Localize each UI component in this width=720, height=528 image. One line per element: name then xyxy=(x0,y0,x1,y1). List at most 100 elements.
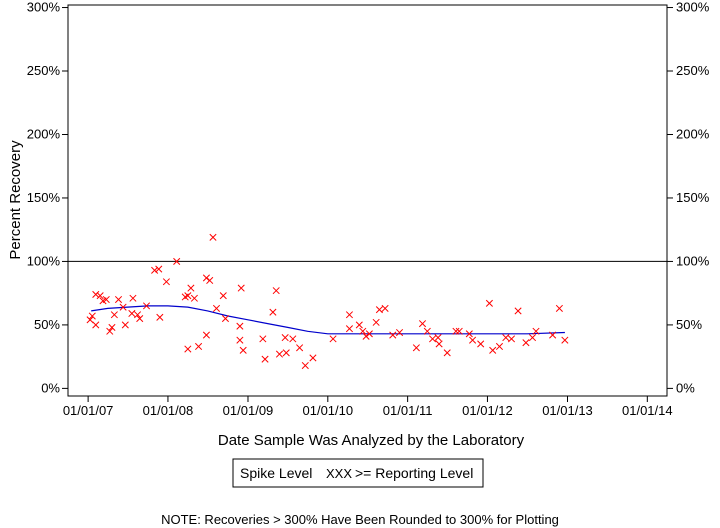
data-point xyxy=(489,346,497,354)
legend-entry-reporting-level: >= Reporting Level xyxy=(355,465,473,481)
y-tick-label-left: 50% xyxy=(34,317,60,332)
data-point xyxy=(477,340,485,348)
x-tick-label: 01/01/12 xyxy=(462,403,513,418)
data-point xyxy=(301,361,309,370)
data-point xyxy=(528,334,537,342)
legend-entry-spike-level: Spike Level xyxy=(240,465,312,481)
x-tick-label: 01/01/13 xyxy=(542,403,593,418)
data-point xyxy=(452,327,460,335)
legend: Spike Level XXX >= Reporting Level xyxy=(232,458,484,488)
data-point xyxy=(389,331,397,339)
data-point xyxy=(345,311,354,319)
data-point xyxy=(429,335,437,343)
data-point xyxy=(236,336,244,344)
data-point xyxy=(121,321,129,329)
data-point xyxy=(281,334,289,342)
x-axis: 01/01/07 01/01/08 01/01/09 01/01/10 01/01/11… xyxy=(63,396,673,418)
data-point xyxy=(96,292,104,300)
x-tick-label: 01/01/07 xyxy=(63,403,114,418)
data-point xyxy=(173,257,181,265)
legend-box xyxy=(232,458,484,488)
data-point xyxy=(272,287,280,295)
y-axis-left: 0% 50% 100% 150% 200% 250% 300% xyxy=(27,0,68,395)
data-point xyxy=(435,340,443,348)
data-point xyxy=(202,331,210,339)
data-point xyxy=(275,350,284,358)
x-tick-label: 01/01/10 xyxy=(303,403,354,418)
data-point xyxy=(136,315,144,323)
data-point xyxy=(237,284,245,292)
x-tick-label: 01/01/09 xyxy=(223,403,274,418)
y-tick-label-right: 0% xyxy=(676,380,695,395)
data-point xyxy=(418,320,427,328)
data-point xyxy=(532,327,540,335)
data-point xyxy=(184,292,192,300)
data-point xyxy=(195,342,203,351)
data-point xyxy=(507,335,516,343)
y-tick-label-left: 250% xyxy=(27,63,61,78)
data-point xyxy=(129,294,137,302)
y-tick-label-right: 250% xyxy=(676,63,710,78)
data-point xyxy=(119,303,127,311)
data-point xyxy=(469,336,477,344)
data-point xyxy=(108,323,116,332)
data-point xyxy=(296,344,304,352)
data-point xyxy=(359,327,367,335)
data-point xyxy=(142,302,151,310)
data-point xyxy=(151,266,159,274)
data-point xyxy=(381,304,389,312)
y-tick-label-right: 50% xyxy=(676,317,702,332)
data-point xyxy=(455,327,463,335)
data-point xyxy=(236,322,244,330)
data-point xyxy=(184,345,192,353)
data-point xyxy=(202,274,210,282)
y-tick-label-left: 0% xyxy=(41,380,60,395)
data-point xyxy=(522,339,530,347)
y-tick-label-right: 200% xyxy=(676,126,710,141)
data-point xyxy=(329,335,337,343)
data-point xyxy=(365,330,373,338)
data-point xyxy=(555,304,563,312)
data-point xyxy=(309,354,317,362)
data-point xyxy=(162,278,170,286)
data-point xyxy=(239,346,247,354)
data-point xyxy=(259,335,267,343)
legend-marker-x: XXX xyxy=(326,466,352,481)
data-point xyxy=(206,276,214,285)
data-point xyxy=(412,344,420,352)
data-point xyxy=(561,336,569,344)
data-point xyxy=(423,327,431,335)
y-tick-label-left: 200% xyxy=(27,126,61,141)
y-tick-label-right: 300% xyxy=(676,0,710,15)
x-tick-label: 01/01/14 xyxy=(622,403,673,418)
data-point xyxy=(102,295,110,304)
data-point xyxy=(282,349,290,357)
data-point xyxy=(372,318,380,326)
y-tick-label-left: 300% xyxy=(27,0,61,15)
data-point xyxy=(92,290,100,298)
data-point xyxy=(114,295,123,304)
data-points xyxy=(86,233,569,370)
data-point xyxy=(110,311,118,319)
data-point xyxy=(345,325,354,333)
data-point xyxy=(190,294,198,302)
data-point xyxy=(128,309,136,318)
data-point xyxy=(289,335,297,343)
data-point xyxy=(187,284,195,292)
data-point xyxy=(88,312,96,320)
data-point xyxy=(375,306,383,314)
y-axis-right: 0% 50% 100% 150% 200% 250% 300% xyxy=(667,0,710,395)
y-tick-label-right: 150% xyxy=(676,190,710,205)
data-point xyxy=(219,292,227,300)
y-tick-label-left: 100% xyxy=(27,253,61,268)
data-point xyxy=(485,299,493,307)
y-axis-title: Percent Recovery xyxy=(7,140,24,260)
y-tick-label-right: 100% xyxy=(676,253,710,268)
x-tick-label: 01/01/11 xyxy=(383,403,433,418)
x-tick-label: 01/01/08 xyxy=(143,403,194,418)
data-point xyxy=(92,321,100,329)
plot-frame xyxy=(67,4,668,397)
y-tick-label-left: 150% xyxy=(27,190,61,205)
data-point xyxy=(221,315,230,323)
